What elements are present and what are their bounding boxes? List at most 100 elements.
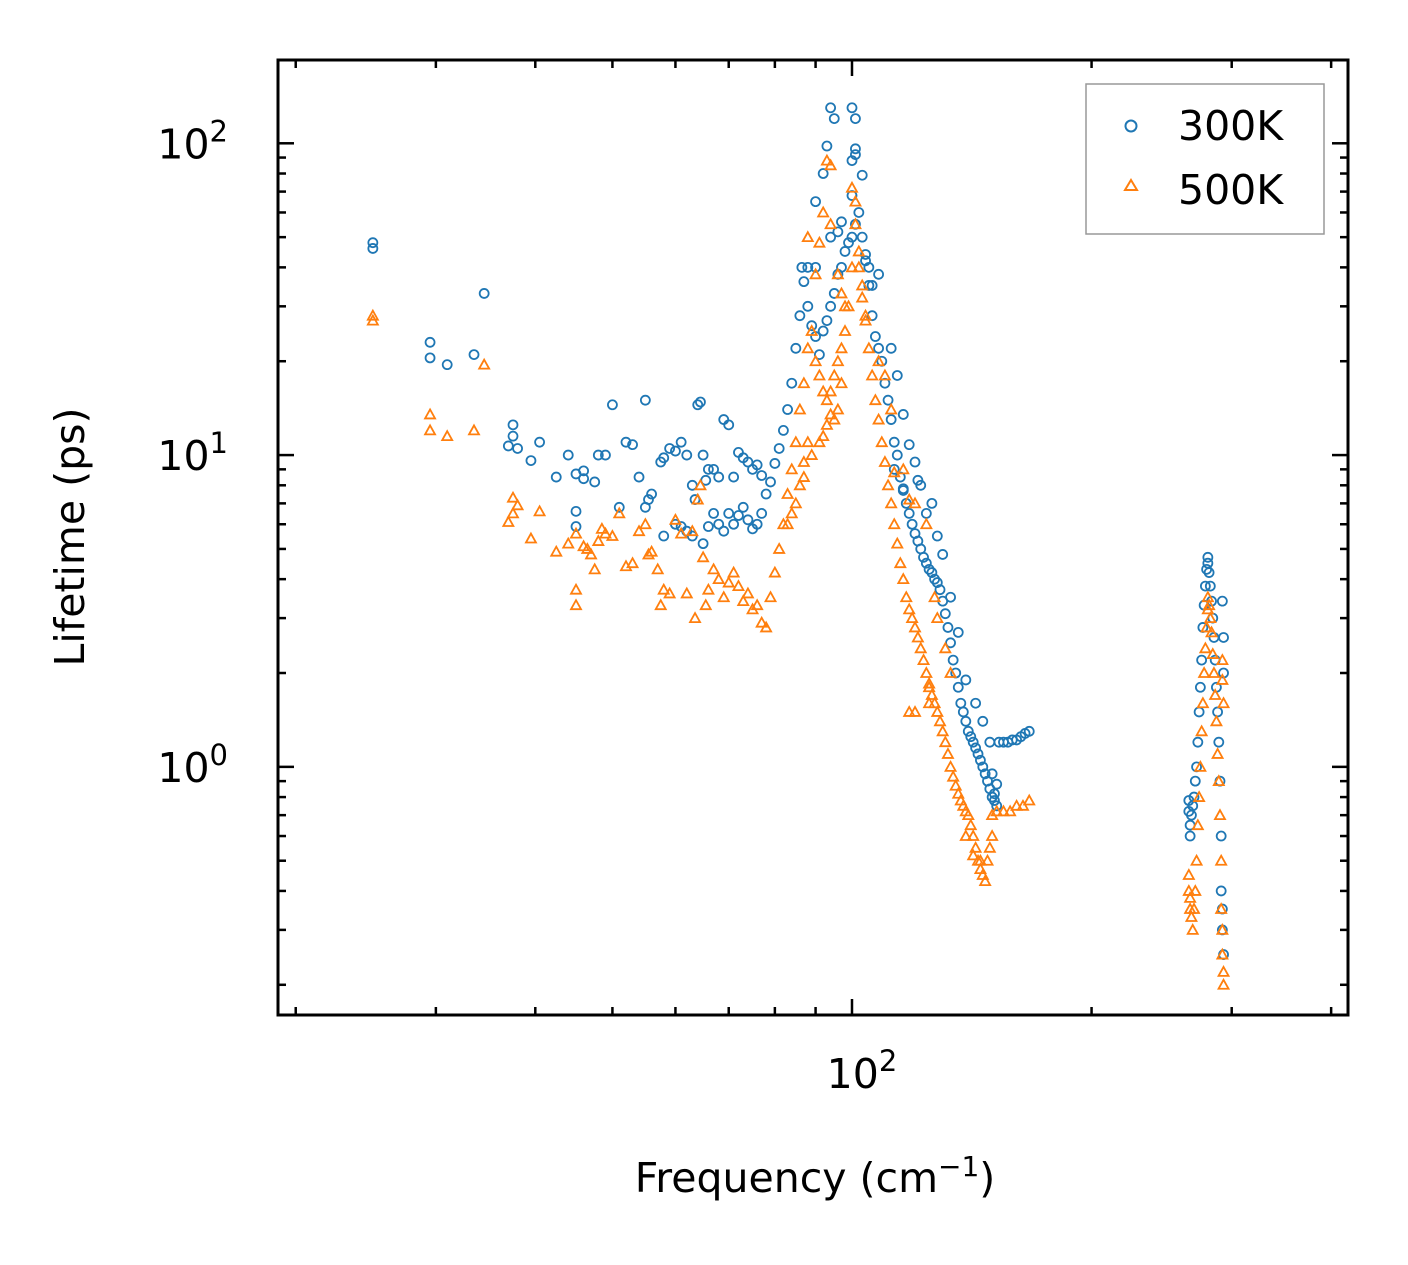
data-point-500k: [983, 840, 997, 853]
data-point-300k: [760, 488, 772, 500]
data-point-300k: [718, 525, 730, 537]
data-point-300k: [367, 243, 379, 254]
data-point-500k: [1192, 790, 1206, 802]
data-point-300k: [782, 404, 793, 415]
data-point-300k: [909, 456, 921, 468]
data-point-300k: [846, 102, 858, 114]
data-point-300k: [960, 715, 972, 727]
data-point-500k: [712, 572, 726, 585]
data-point-500k: [789, 496, 803, 509]
data-point-300k: [860, 249, 871, 260]
data-point-500k: [801, 341, 815, 354]
data-point-300k: [836, 261, 847, 273]
data-point-300k: [737, 501, 749, 513]
data-point-500k: [941, 747, 955, 759]
data-point-500k: [852, 244, 866, 257]
data-point-500k: [501, 515, 515, 527]
data-point-300k: [810, 261, 821, 273]
data-point-300k: [765, 476, 776, 488]
data-point-500k: [632, 524, 646, 537]
x-axis-label: Frequency (cm−1): [635, 1150, 996, 1202]
data-point-500k: [959, 829, 973, 841]
data-point-300k: [742, 456, 754, 468]
data-point-500k: [949, 778, 963, 791]
data-point-500k: [1207, 666, 1221, 678]
data-point-300k: [681, 449, 693, 461]
data-point-500k: [1209, 714, 1223, 727]
data-point-500k: [1184, 910, 1198, 922]
data-point-300k: [786, 377, 798, 389]
data-point-500k: [591, 534, 605, 546]
data-point-300k: [664, 443, 676, 454]
data-point-500k: [845, 260, 859, 273]
data-point-500k: [1217, 696, 1231, 709]
legend-label-500k: 500K: [1178, 166, 1284, 214]
data-point-500k: [789, 435, 803, 448]
data-point-300k: [441, 359, 453, 371]
data-point-500k: [961, 808, 975, 821]
data-point-500k: [964, 818, 978, 831]
data-point-500k: [872, 354, 886, 367]
data-point-500k: [797, 455, 811, 467]
data-point-500k: [467, 423, 481, 436]
data-point-300k: [708, 508, 719, 519]
data-point-300k: [825, 300, 837, 312]
data-point-500k: [569, 598, 583, 611]
data-point-500k: [845, 180, 859, 193]
data-point-300k: [918, 551, 929, 563]
data-point-300k: [728, 518, 740, 530]
data-point-500k: [859, 308, 873, 321]
data-point-500k: [717, 590, 731, 603]
data-point-500k: [693, 478, 707, 491]
data-point-500k: [922, 680, 936, 693]
data-point-500k: [506, 506, 520, 519]
data-point-300k: [869, 331, 881, 342]
data-point-300k: [906, 518, 918, 530]
data-point-300k: [592, 449, 604, 461]
data-point-500k: [688, 611, 702, 624]
data-point-500k: [855, 278, 869, 291]
data-point-300k: [926, 497, 938, 509]
data-point-300k: [839, 246, 851, 257]
y-tick-label-exp: 1: [210, 426, 228, 460]
data-point-500k: [824, 384, 838, 397]
data-point-300k: [512, 443, 523, 454]
data-point-500k: [820, 153, 834, 166]
data-point-500k: [908, 620, 922, 633]
data-point-300k: [952, 626, 964, 638]
data-point-500k: [1193, 760, 1207, 772]
data-point-500k: [1003, 804, 1017, 817]
data-point-500k: [884, 496, 898, 509]
data-point-300k: [424, 336, 436, 348]
data-point-500k: [914, 641, 928, 654]
data-point-500k: [605, 529, 619, 541]
data-point-500k: [423, 407, 437, 420]
data-point-300k: [1192, 736, 1204, 748]
data-point-300k: [989, 788, 1000, 800]
data-point-300k: [1184, 830, 1196, 842]
data-point-500k: [951, 786, 965, 799]
data-point-300k: [570, 521, 582, 532]
data-point-500k: [797, 470, 811, 482]
data-point-300k: [920, 557, 932, 569]
data-point-500k: [1190, 853, 1204, 866]
data-point-500k: [1182, 868, 1196, 880]
data-point-500k: [922, 676, 936, 689]
data-point-300k: [970, 697, 982, 709]
data-point-500k: [824, 158, 838, 171]
data-point-500k: [727, 565, 741, 578]
data-point-300k: [578, 465, 590, 477]
data-point-500k: [908, 496, 922, 509]
data-point-500k: [1022, 793, 1036, 806]
data-point-500k: [1200, 620, 1214, 633]
data-point-300k: [897, 409, 909, 420]
data-point-500k: [569, 582, 583, 595]
y-tick-label: 100: [157, 738, 228, 792]
data-point-300k: [713, 518, 725, 530]
data-point-500k: [549, 544, 563, 557]
data-point-500k: [366, 308, 380, 321]
data-point-500k: [506, 490, 520, 503]
data-point-500k: [691, 492, 705, 505]
